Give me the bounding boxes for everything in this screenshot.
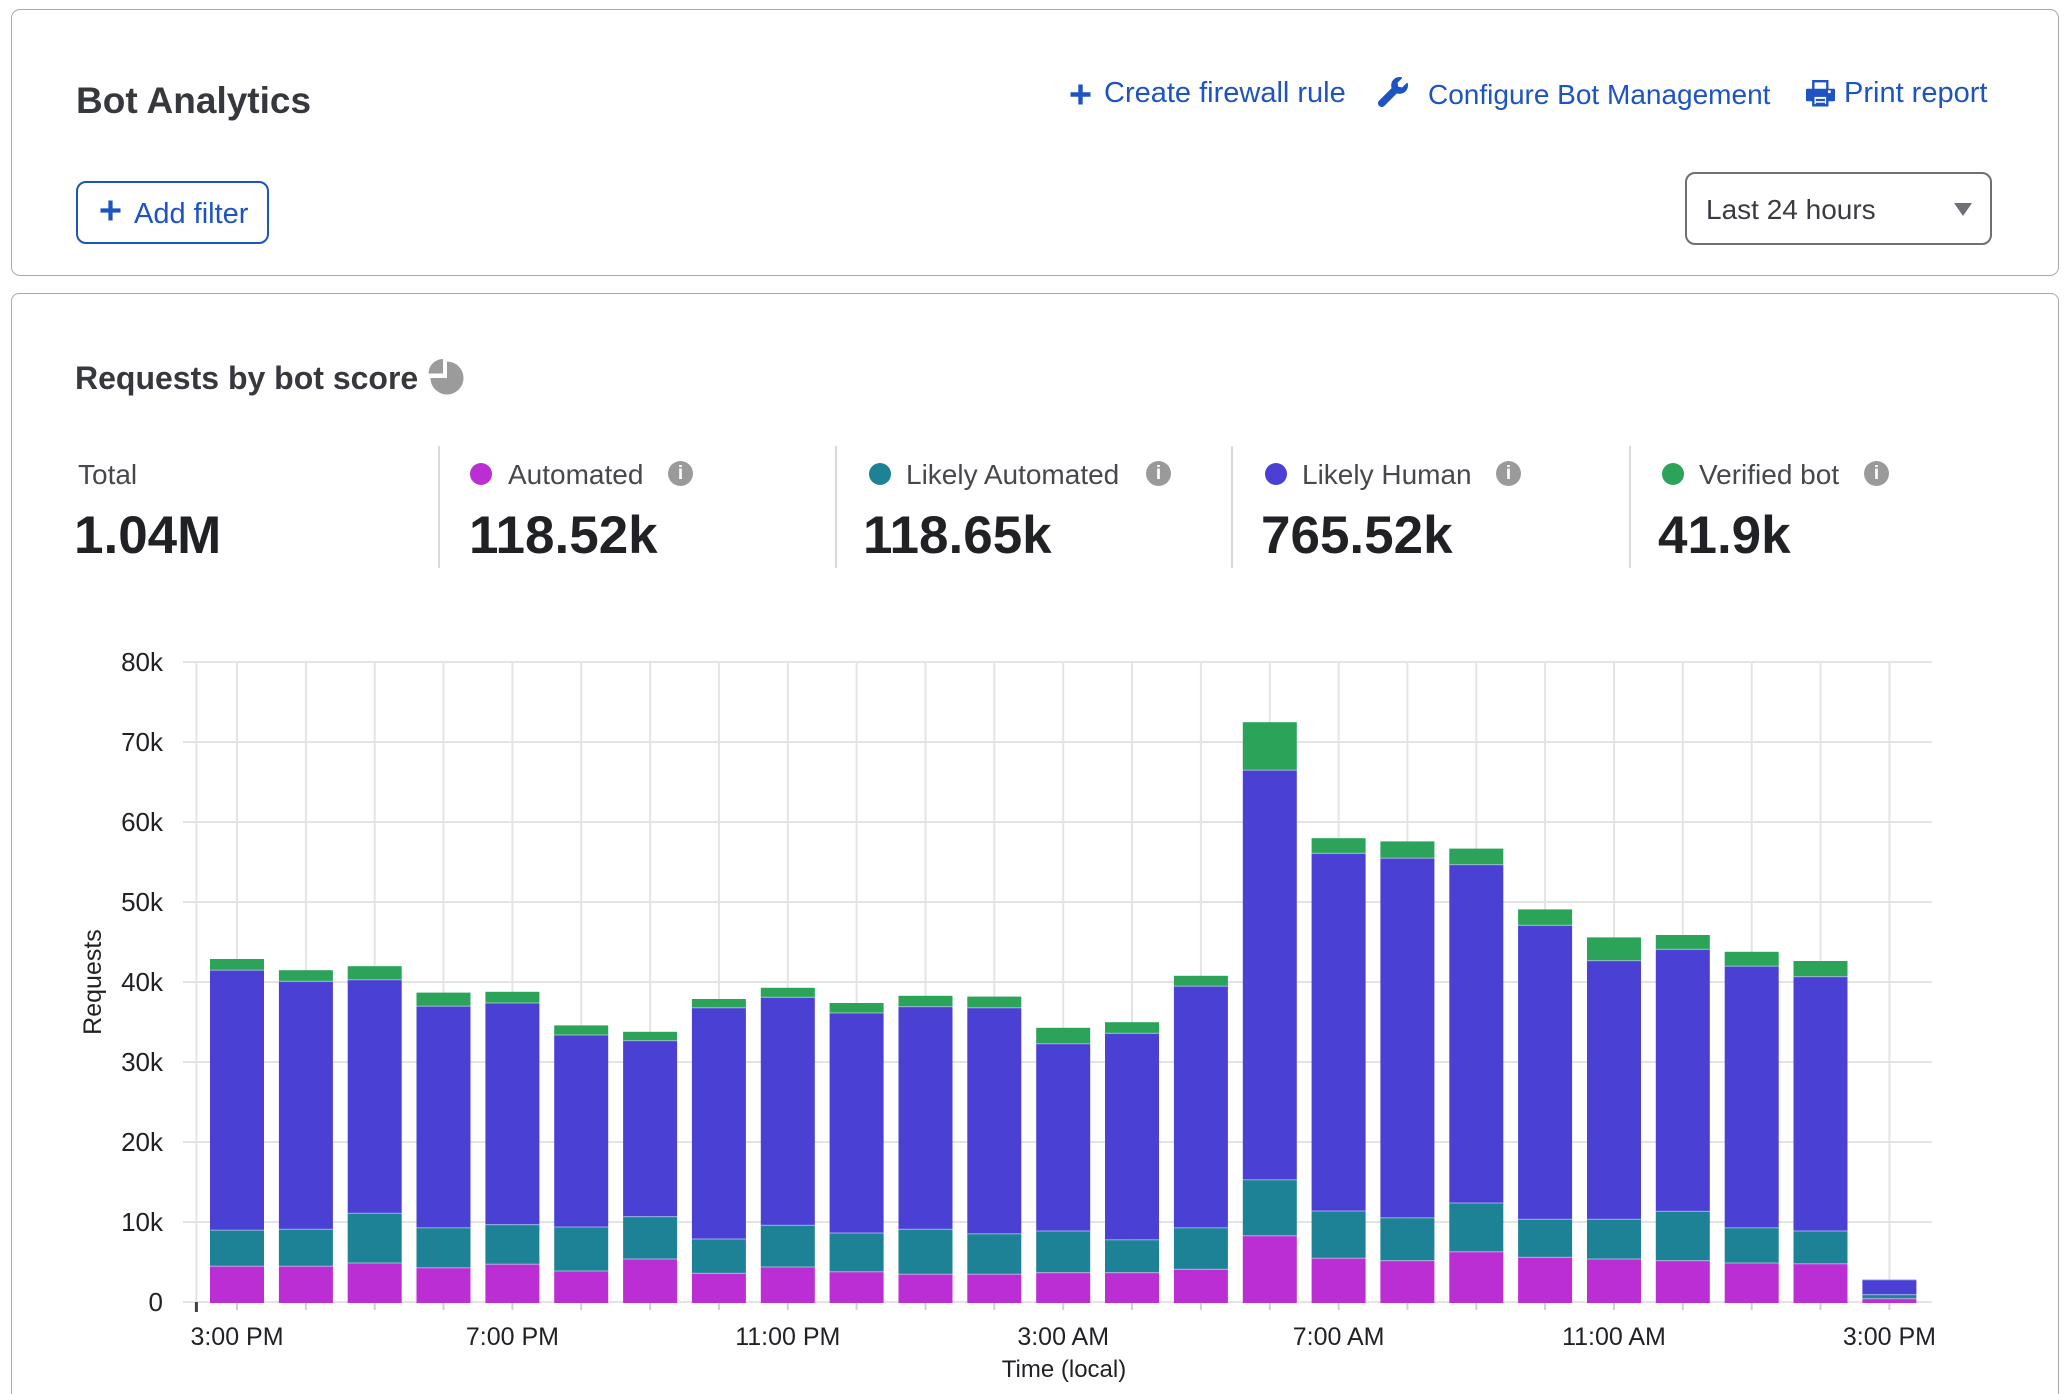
svg-text:10k: 10k (121, 1207, 164, 1237)
svg-text:Requests: Requests (79, 929, 107, 1035)
svg-text:60k: 60k (121, 807, 164, 837)
svg-text:11:00 AM: 11:00 AM (1562, 1323, 1666, 1351)
svg-text:30k: 30k (121, 1047, 164, 1077)
svg-text:3:00 PM: 3:00 PM (190, 1323, 283, 1351)
svg-text:0: 0 (149, 1287, 163, 1317)
svg-text:7:00 AM: 7:00 AM (1293, 1323, 1385, 1351)
svg-text:50k: 50k (121, 887, 164, 917)
svg-text:40k: 40k (121, 967, 164, 997)
svg-text:3:00 PM: 3:00 PM (1843, 1323, 1936, 1351)
svg-text:11:00 PM: 11:00 PM (735, 1323, 840, 1351)
svg-text:7:00 PM: 7:00 PM (466, 1323, 559, 1351)
svg-text:Time (local): Time (local) (1002, 1356, 1126, 1383)
svg-text:3:00 AM: 3:00 AM (1017, 1323, 1109, 1351)
svg-text:80k: 80k (121, 647, 164, 677)
svg-text:20k: 20k (121, 1127, 164, 1157)
svg-text:70k: 70k (121, 727, 164, 757)
